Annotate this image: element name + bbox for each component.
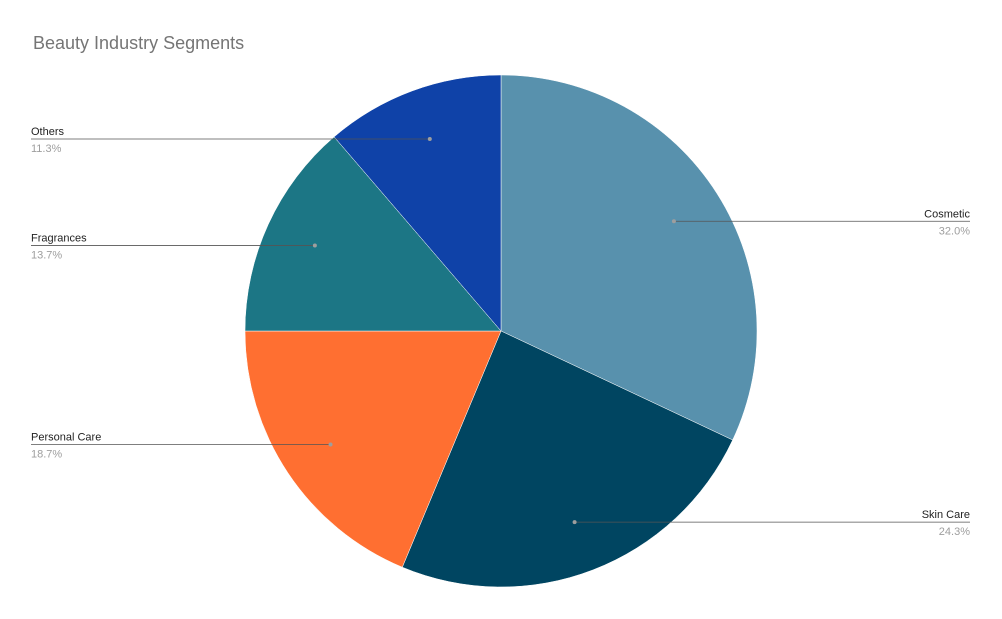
slice-percent-cosmetic: 32.0% — [939, 225, 970, 237]
slice-skin-care[interactable] — [401, 330, 733, 588]
slices-layer — [244, 74, 758, 588]
slice-label-cosmetic: Cosmetic — [924, 208, 970, 220]
slice-cosmetic[interactable] — [500, 74, 758, 441]
slice-percent-fragrances: 13.7% — [31, 250, 62, 262]
slice-percent-personal-care: 18.7% — [31, 449, 62, 461]
slice-fragrances[interactable] — [244, 136, 502, 332]
leader-dot-fragrances — [312, 243, 317, 248]
chart-title: Beauty Industry Segments — [33, 33, 245, 53]
leader-dot-personal-care — [328, 442, 333, 447]
slice-label-skin-care: Skin Care — [922, 509, 970, 521]
slice-percent-others: 11.3% — [31, 143, 62, 155]
slice-label-personal-care: Personal Care — [31, 432, 101, 444]
slice-label-fragrances: Fragrances — [31, 233, 87, 245]
slice-label-others: Others — [31, 126, 65, 138]
labels-layer: Cosmetic 32.0% Skin Care 24.3% Personal Care… — [31, 126, 970, 538]
leader-dot-skin-care — [572, 520, 577, 525]
leader-dot-others — [427, 136, 432, 141]
slice-personal-care[interactable] — [244, 330, 502, 568]
slice-percent-skin-care: 24.3% — [939, 526, 970, 538]
leader-dot-cosmetic — [671, 219, 676, 224]
